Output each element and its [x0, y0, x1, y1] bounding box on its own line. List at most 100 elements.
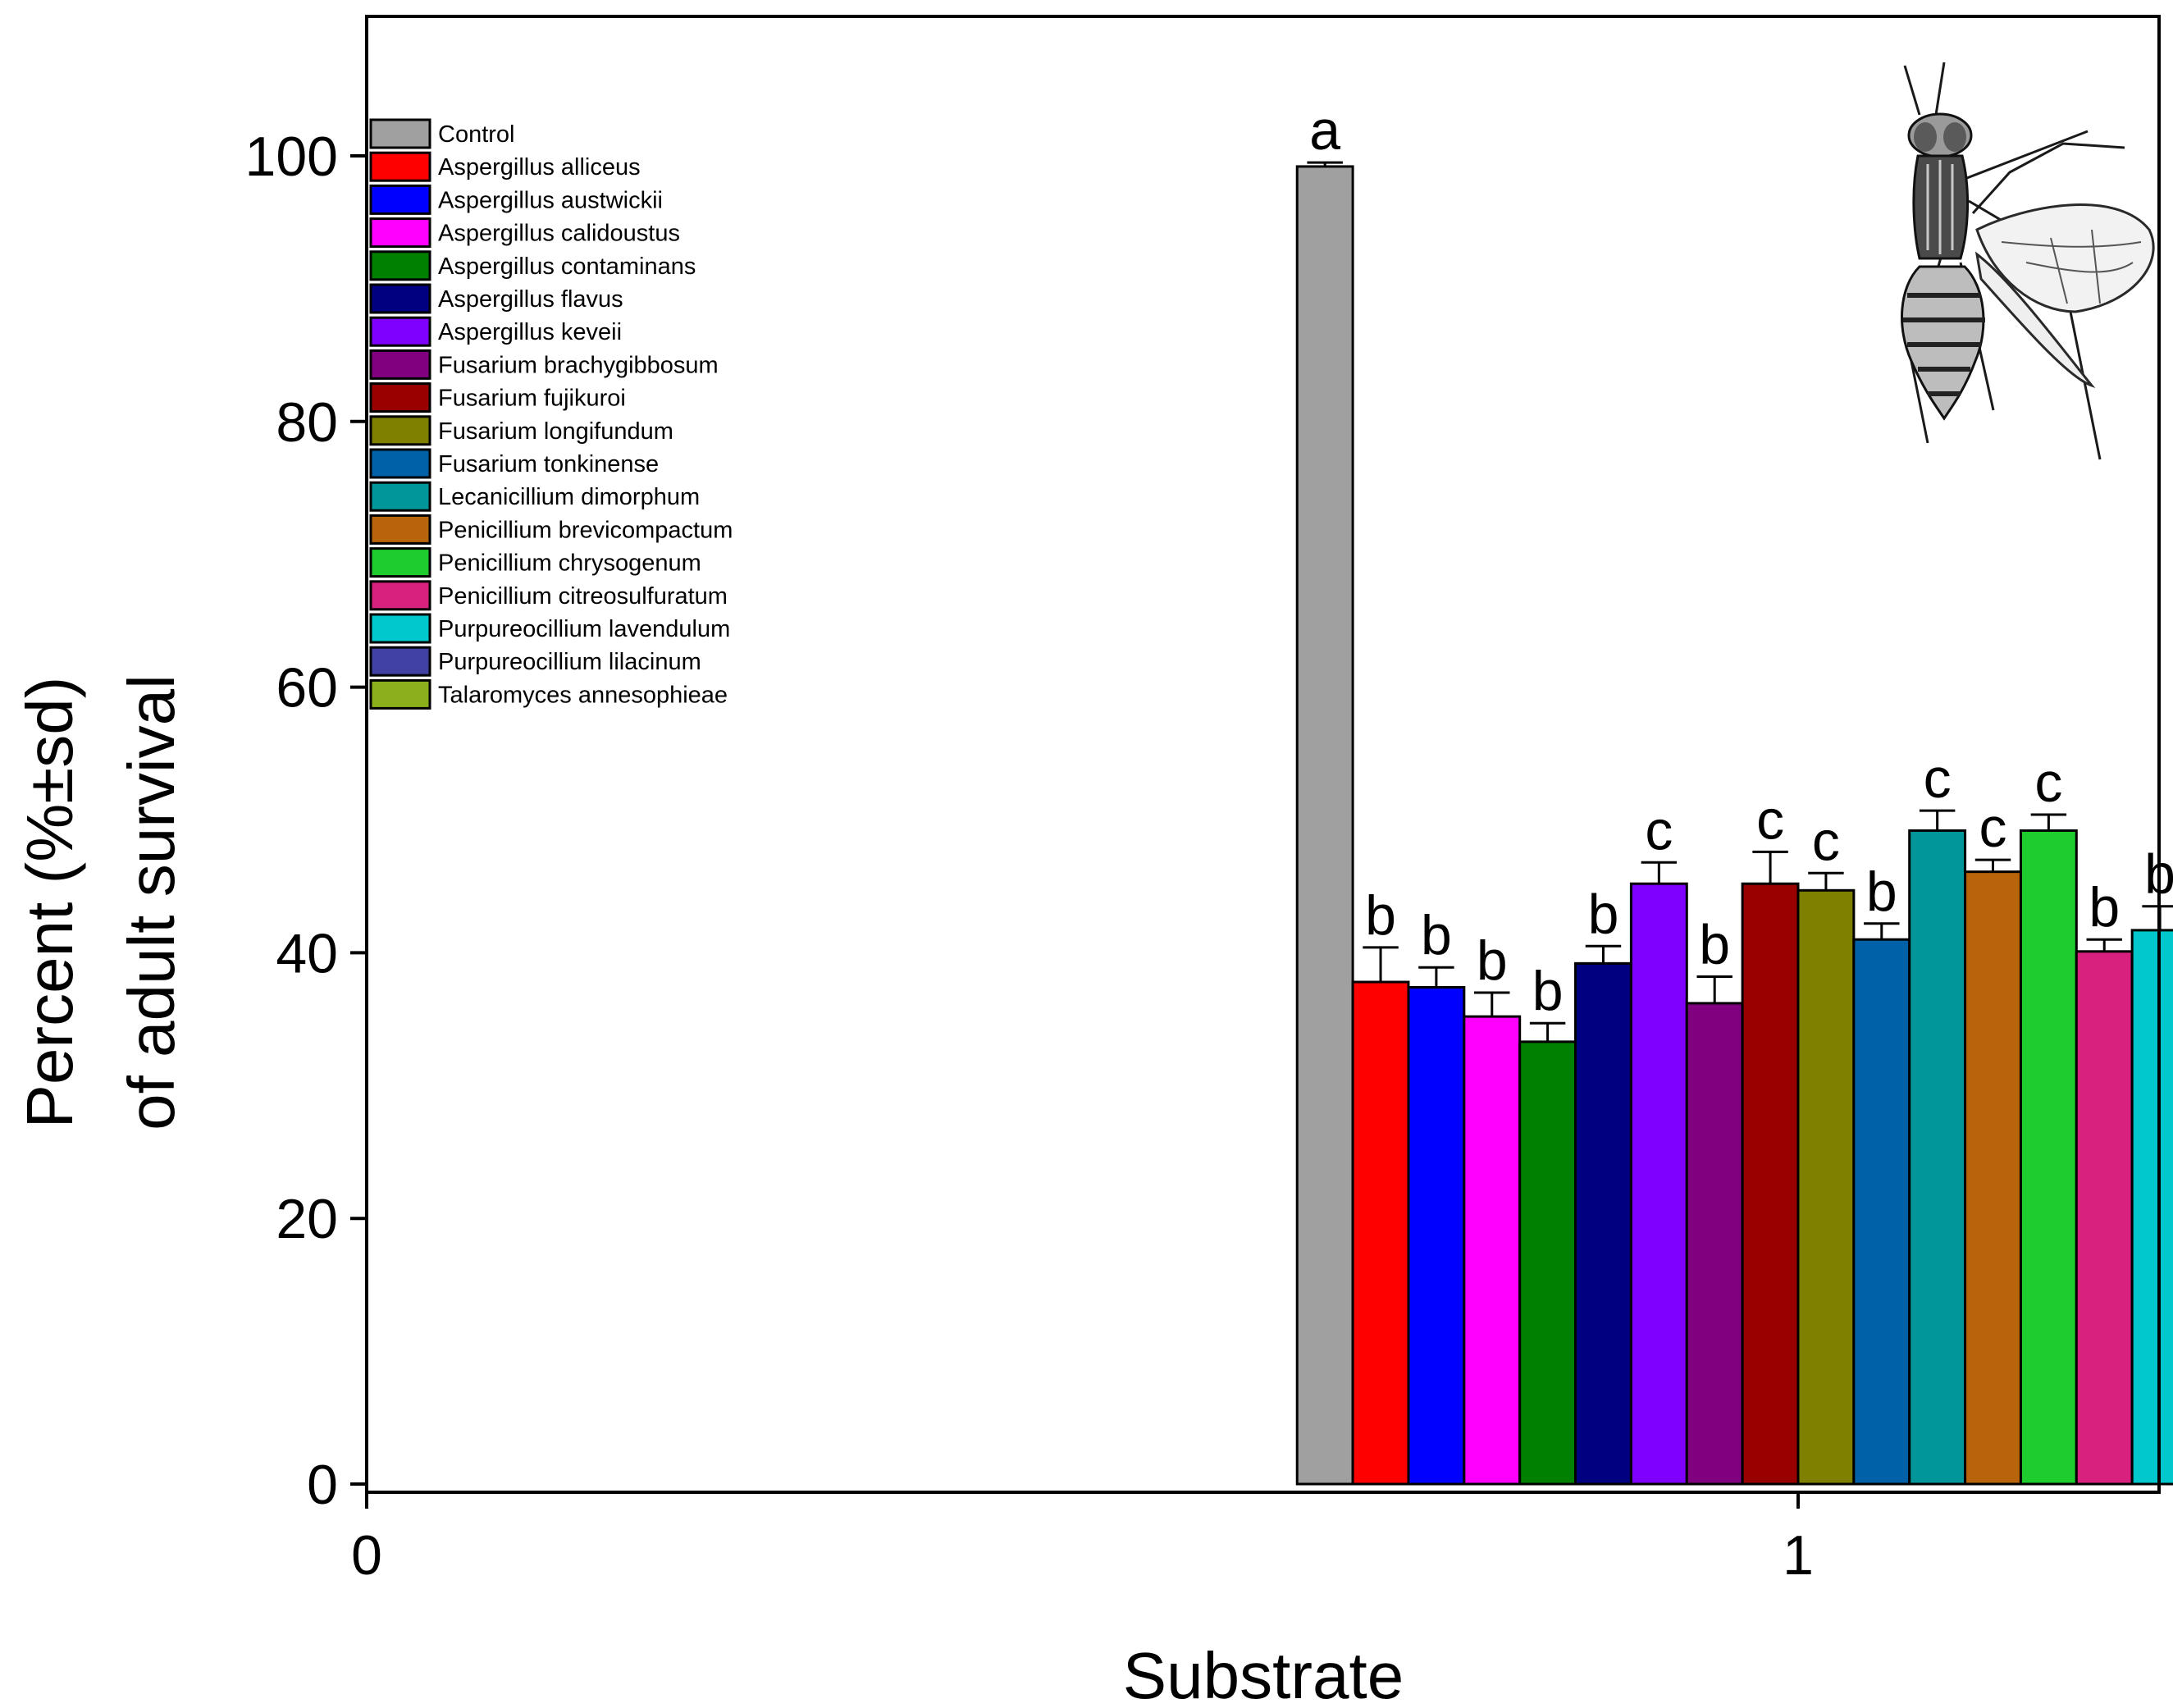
legend-swatch-4: [369, 217, 431, 249]
legend-label-2: Aspergillus alliceus: [438, 154, 641, 180]
bar-s16-x1: [2130, 929, 2173, 1486]
significance-labels: abbbbbcbccbcccbbbbabcbdbbbbbbbdbbbbb: [1309, 99, 2173, 1022]
legend-label-11: Fusarium tonkinense: [438, 451, 659, 477]
error-bar-s7-x1: [1641, 861, 1678, 884]
legend-label-12: Lecanicillium dimorphum: [438, 484, 700, 510]
sig-label-s8-x1: b: [1699, 914, 1730, 976]
sig-label-s6-x1: b: [1588, 883, 1619, 945]
y-axis-title-line-1: Percent (%±sd): [13, 677, 86, 1129]
legend-label-10: Fusarium longifundum: [438, 418, 673, 445]
sig-label-s11-x1: b: [1866, 861, 1897, 923]
error-bar-s13-x1: [1974, 858, 2011, 872]
error-bar-s10-x1: [1808, 871, 1844, 891]
legend-swatch-1: [369, 118, 431, 149]
error-bar-s2-x1: [1363, 946, 1399, 983]
error-bar-s15-x1: [2086, 938, 2122, 952]
bar-s9-x1: [1741, 882, 1800, 1486]
bar-s7-x1: [1629, 882, 1688, 1486]
y-axis-title-line-2: of adult survival: [115, 674, 188, 1130]
bar-s5-x1: [1518, 1040, 1577, 1486]
error-bar-s12-x1: [1919, 809, 1956, 831]
legend-label-15: Penicillium citreosulfuratum: [438, 583, 728, 610]
legend-swatch-14: [369, 547, 431, 578]
sig-label-s2-x1: b: [1365, 884, 1396, 947]
legend-swatch-12: [369, 481, 431, 512]
y-tick-label-0: 0: [307, 1454, 338, 1516]
error-bars-layer: [1307, 161, 2173, 1042]
bar-s11-x1: [1852, 938, 1911, 1486]
sig-label-s1-x1: a: [1309, 99, 1340, 162]
x-axis-title: Substrate: [1123, 1639, 1404, 1708]
legend-swatch-10: [369, 415, 431, 446]
error-bar-s11-x1: [1864, 922, 1900, 940]
error-bar-s9-x1: [1752, 850, 1788, 884]
x-tick-label-0: 0: [351, 1524, 382, 1587]
bar-s15-x1: [2075, 950, 2134, 1486]
bar-s14-x1: [2019, 829, 2078, 1486]
error-bar-s14-x1: [2030, 813, 2067, 831]
error-bar-s8-x1: [1696, 975, 1732, 1003]
legend-swatch-18: [369, 678, 431, 710]
legend-label-14: Penicillium chrysogenum: [438, 550, 701, 577]
sig-label-s7-x1: c: [1645, 799, 1673, 861]
y-axis: 0 20 40 60 80 100: [245, 126, 367, 1516]
sig-label-s4-x1: b: [1477, 929, 1508, 992]
legend-swatch-9: [369, 382, 431, 413]
legend-label-3: Aspergillus austwickii: [438, 187, 663, 213]
y-tick-label-60: 60: [276, 657, 338, 719]
bar-s6-x1: [1574, 961, 1632, 1486]
legend-swatch-6: [369, 283, 431, 314]
bar-s12-x1: [1908, 829, 1967, 1486]
legend: Control Aspergillus alliceus Aspergillus a…: [369, 118, 733, 710]
x-axis: 012: [351, 1492, 1814, 1587]
legend-swatch-2: [369, 151, 431, 182]
legend-label-16: Purpureocillium lavendulum: [438, 616, 730, 642]
legend-label-9: Fusarium fujikuroi: [438, 386, 626, 412]
legend-label-18: Talaromyces annesophieae: [438, 682, 728, 708]
legend-swatch-7: [369, 316, 431, 347]
y-tick-label-100: 100: [245, 126, 338, 188]
bar-s4-x1: [1463, 1015, 1522, 1486]
sig-label-s15-x1: b: [2089, 876, 2120, 938]
sig-label-s9-x1: c: [1756, 788, 1784, 851]
bar-s3-x1: [1407, 985, 1466, 1486]
error-bar-s1-x1: [1307, 161, 1343, 167]
legend-label-17: Purpureocillium lilacinum: [438, 649, 701, 675]
legend-label-5: Aspergillus contaminans: [438, 253, 696, 280]
bars-layer: [1295, 165, 2173, 1486]
error-bar-s3-x1: [1418, 966, 1454, 988]
y-tick-label-80: 80: [276, 391, 338, 454]
sig-label-s12-x1: c: [1924, 747, 1952, 810]
plot-frame: [365, 15, 2161, 1494]
legend-swatch-5: [369, 250, 431, 281]
legend-swatch-3: [369, 184, 431, 215]
legend-swatch-8: [369, 349, 431, 380]
bar-s13-x1: [1964, 870, 2022, 1486]
legend-swatch-16: [369, 613, 431, 644]
legend-label-1: Control: [438, 121, 515, 148]
sig-label-s3-x1: b: [1421, 904, 1452, 966]
legend-label-6: Aspergillus flavus: [438, 286, 623, 313]
bar-s2-x1: [1351, 980, 1410, 1486]
error-bar-s5-x1: [1529, 1021, 1566, 1042]
legend-swatch-15: [369, 580, 431, 611]
sig-label-s14-x1: c: [2034, 751, 2062, 814]
legend-label-13: Penicillium brevicompactum: [438, 517, 733, 543]
bar-s10-x1: [1796, 888, 1856, 1486]
legend-swatch-17: [369, 646, 431, 677]
sig-label-s13-x1: c: [1979, 797, 2007, 859]
legend-swatch-11: [369, 448, 431, 479]
legend-swatch-13: [369, 514, 431, 545]
legend-label-4: Aspergillus calidoustus: [438, 221, 680, 247]
y-tick-label-40: 40: [276, 922, 338, 984]
x-tick-label-1: 1: [1783, 1524, 1814, 1587]
error-bar-s6-x1: [1585, 944, 1622, 964]
bar-s1-x1: [1295, 165, 1354, 1486]
error-bar-s4-x1: [1474, 991, 1510, 1017]
y-tick-label-20: 20: [276, 1188, 338, 1250]
legend-label-7: Aspergillus keveii: [438, 319, 622, 345]
sig-label-s5-x1: b: [1532, 960, 1564, 1022]
sig-label-s10-x1: c: [1812, 810, 1840, 872]
bar-s8-x1: [1685, 1002, 1744, 1486]
